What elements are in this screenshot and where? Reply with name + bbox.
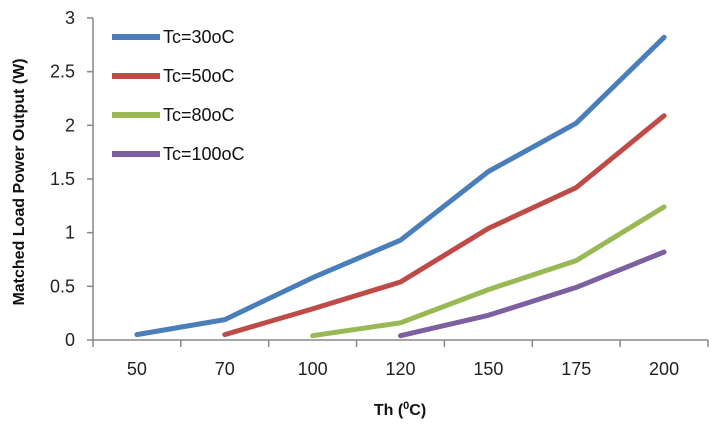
y-tick-label: 0 <box>65 330 75 350</box>
y-axis-label: Matched Load Power Output (W) <box>11 58 28 305</box>
legend-label-1: Tc=30oC <box>163 27 235 47</box>
series-line-3 <box>310 204 667 339</box>
x-tick-label: 100 <box>298 359 328 379</box>
legend-label-3: Tc=80oC <box>163 105 235 125</box>
legend-label-4: Tc=100oC <box>163 144 245 164</box>
y-tick-label: 1 <box>65 223 75 243</box>
y-tick-label: 1.5 <box>50 169 75 189</box>
x-axis-label-main: Th ( <box>374 402 404 419</box>
x-axis-label: Th (0C) <box>374 400 426 419</box>
x-tick-label: 150 <box>473 359 503 379</box>
y-axis-ticks: 0 0.5 1 1.5 2 2.5 3 <box>50 8 93 350</box>
x-axis-ticks: 50 70 100 120 150 175 200 <box>92 340 709 379</box>
x-tick-label: 70 <box>215 359 235 379</box>
series-line-2 <box>222 113 667 338</box>
x-tick-label: 120 <box>385 359 415 379</box>
legend: Tc=30oC Tc=50oC Tc=80oC Tc=100oC <box>112 27 245 164</box>
legend-label-2: Tc=50oC <box>163 66 235 86</box>
y-tick-label: 0.5 <box>50 276 75 296</box>
series-line-4 <box>398 249 667 339</box>
x-tick-label: 50 <box>127 359 147 379</box>
x-axis-label-end: C) <box>409 402 426 419</box>
x-tick-label: 175 <box>561 359 591 379</box>
y-tick-label: 3 <box>65 8 75 28</box>
series-line-1 <box>134 34 667 338</box>
y-tick-label: 2.5 <box>50 62 75 82</box>
x-tick-label: 200 <box>649 359 679 379</box>
y-axis-title: Matched Load Power Output (W) <box>11 58 28 305</box>
plot-area: 0 0.5 1 1.5 2 2.5 3 50 70 100 120 150 175 200 <box>50 8 709 379</box>
series-lines <box>134 34 667 339</box>
x-axis-label-superscript: 0 <box>403 400 409 412</box>
y-tick-label: 2 <box>65 115 75 135</box>
